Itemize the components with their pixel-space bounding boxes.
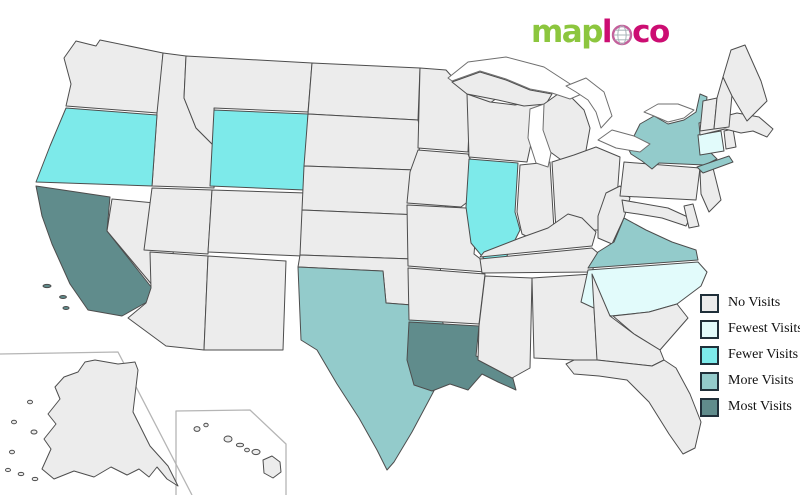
state-oregon: [35, 107, 158, 187]
legend-label: Most Visits: [728, 399, 792, 414]
hawaii-island-maui: [251, 448, 261, 456]
state-new-hampshire: [713, 76, 733, 130]
most-visits-swatch: [700, 397, 719, 417]
hawaii-island-niihau: [203, 422, 209, 428]
fewest-visits-swatch: [700, 319, 719, 339]
state-michigan-upper: [451, 71, 553, 107]
alaska-island: [9, 449, 15, 455]
alaska-island: [30, 429, 38, 435]
aleutian-island: [31, 476, 39, 482]
legend-row-fewest-visits: Fewest Visits: [700, 319, 800, 339]
state-connecticut: [697, 130, 725, 156]
hawaii-island-kauai: [193, 426, 201, 432]
logo-text-co: co: [632, 13, 670, 50]
maploco-logo[interactable]: map l co: [531, 12, 670, 52]
legend-label: Fewer Visits: [728, 347, 799, 362]
legend-label: More Visits: [728, 373, 794, 388]
channel-island: [42, 283, 52, 289]
alaska-island: [27, 399, 33, 405]
state-arkansas: [407, 267, 486, 325]
alaska-inset-frame: [0, 351, 193, 495]
state-california: [35, 185, 153, 317]
state-maine: [722, 44, 768, 122]
hawaii-island-oahu: [223, 435, 233, 443]
globe-icon: [611, 24, 633, 46]
legend-label: No Visits: [728, 295, 781, 310]
hawaii-island-molokai: [235, 442, 245, 448]
state-wyoming: [209, 109, 309, 191]
state-new-mexico: [203, 255, 287, 351]
hawaii-island-big-island: [262, 455, 282, 479]
state-south-dakota: [303, 113, 423, 171]
logo-text-map: map: [531, 13, 603, 50]
alaska-island: [11, 419, 17, 425]
aleutian-island: [5, 467, 11, 473]
channel-island: [62, 306, 70, 310]
state-kentucky: [479, 213, 597, 258]
legend-row-more-visits: More Visits: [700, 371, 800, 391]
more-visits-swatch: [700, 371, 719, 391]
no-visits-swatch: [700, 293, 719, 313]
lake-erie: [597, 129, 651, 153]
logo-text-l: l: [601, 13, 613, 50]
hawaii-inset-frame: [175, 409, 287, 495]
lake-superior: [447, 56, 585, 100]
hawaii-island-lanai: [244, 447, 250, 453]
legend-row-no-visits: No Visits: [700, 293, 800, 313]
lake-ontario: [643, 103, 695, 123]
legend-row-fewer-visits: Fewer Visits: [700, 345, 800, 365]
state-colorado: [207, 189, 307, 257]
state-virginia: [587, 217, 699, 269]
state-rhode-island: [723, 128, 737, 150]
state-new-jersey: [699, 167, 722, 213]
state-north-dakota: [307, 62, 421, 121]
aleutian-island: [17, 471, 25, 477]
state-mississippi: [477, 275, 533, 379]
visits-legend: No Visits Fewest Visits Fewer Visits Mor…: [700, 293, 800, 424]
state-pennsylvania: [619, 161, 701, 201]
fewer-visits-swatch: [700, 345, 719, 365]
lake-huron: [565, 77, 613, 129]
state-florida: [565, 359, 702, 455]
state-alaska: [41, 359, 179, 487]
channel-island: [59, 295, 67, 299]
state-maryland: [621, 199, 691, 227]
state-utah: [143, 187, 213, 255]
lake-michigan: [527, 103, 552, 168]
state-delaware: [683, 203, 700, 229]
state-new-york-long-island: [696, 155, 734, 174]
legend-row-most-visits: Most Visits: [700, 397, 800, 417]
legend-label: Fewest Visits: [728, 321, 800, 336]
state-washington: [63, 39, 164, 114]
